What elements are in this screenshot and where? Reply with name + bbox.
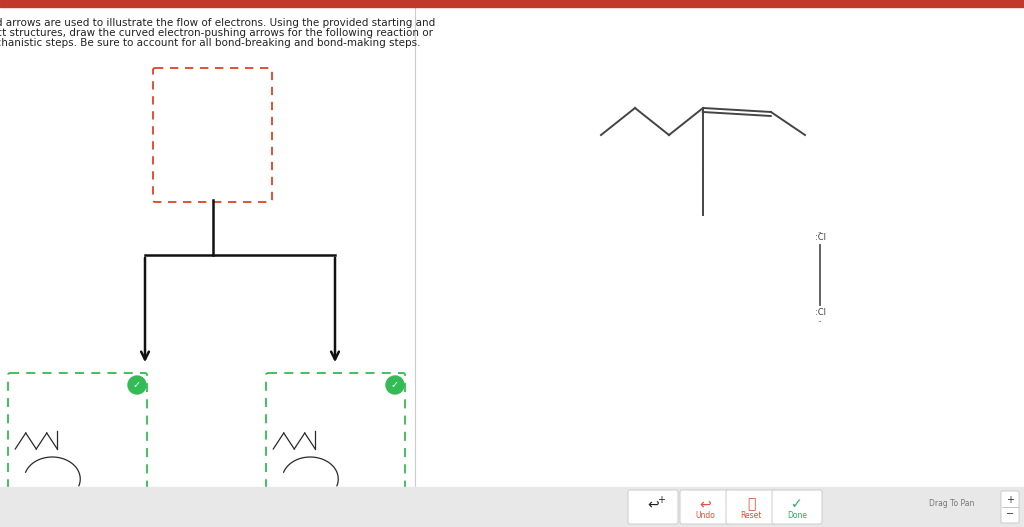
Text: ↩: ↩ <box>699 497 711 512</box>
FancyBboxPatch shape <box>266 373 406 497</box>
FancyBboxPatch shape <box>726 490 776 524</box>
Text: ⌄: ⌄ <box>196 515 204 525</box>
Circle shape <box>128 376 146 394</box>
FancyBboxPatch shape <box>628 490 678 524</box>
Text: |: | <box>283 514 286 525</box>
Text: :Cl: :Cl <box>814 233 825 242</box>
Text: H: H <box>312 423 317 429</box>
Text: ✓: ✓ <box>391 380 399 390</box>
Text: |: | <box>114 514 117 525</box>
Text: Reset: Reset <box>740 511 762 520</box>
Text: Curved arrows are used to illustrate the flow of electrons. Using the provided s: Curved arrows are used to illustrate the… <box>0 18 435 28</box>
Text: Undo: Undo <box>695 511 715 520</box>
Text: ..: .. <box>818 228 822 234</box>
Text: :Cl:-: :Cl:- <box>383 481 398 490</box>
FancyBboxPatch shape <box>8 373 147 497</box>
Text: -: - <box>317 444 319 450</box>
Text: H: H <box>54 423 59 429</box>
Bar <box>0 0 1024 7</box>
Text: mechanistic steps. Be sure to account for all bond-breaking and bond-making step: mechanistic steps. Be sure to account fo… <box>0 38 421 48</box>
FancyBboxPatch shape <box>153 68 272 202</box>
Text: :Cl: :Cl <box>814 308 825 317</box>
Circle shape <box>386 376 404 394</box>
FancyBboxPatch shape <box>680 490 730 524</box>
Text: ✓: ✓ <box>792 497 803 512</box>
Text: product structures, draw the curved electron-pushing arrows for the following re: product structures, draw the curved elec… <box>0 28 433 38</box>
Text: C: C <box>307 447 313 456</box>
Text: +: + <box>57 444 63 450</box>
Text: ✓: ✓ <box>133 380 141 390</box>
Text: Drag To Pan: Drag To Pan <box>929 499 974 508</box>
Text: Cl: Cl <box>48 447 56 456</box>
Text: Done: Done <box>787 511 807 520</box>
FancyBboxPatch shape <box>1001 491 1019 523</box>
Text: ..: .. <box>818 317 822 323</box>
Text: +: + <box>657 495 665 505</box>
Text: Drawing Arrows: Drawing Arrows <box>174 130 251 140</box>
FancyBboxPatch shape <box>772 490 822 524</box>
Text: :Cl:-: :Cl:- <box>125 481 140 490</box>
Text: −: − <box>1006 510 1014 520</box>
Text: ↩: ↩ <box>647 497 658 512</box>
Text: 🗑: 🗑 <box>746 497 755 512</box>
Bar <box>0 487 1024 527</box>
Text: +: + <box>1006 495 1014 505</box>
